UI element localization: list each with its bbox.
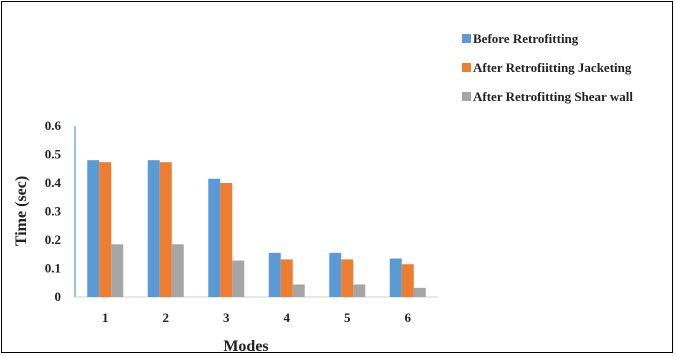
bar (147, 160, 160, 297)
bar (171, 244, 184, 297)
y-tick-label: 0 (55, 289, 62, 304)
bar (111, 244, 124, 297)
bar (341, 259, 354, 297)
x-tick-label: 6 (405, 310, 412, 325)
y-tick-label: 0.2 (45, 232, 61, 247)
legend-label: After Retrofitting Shear wall (473, 89, 633, 104)
y-axis-ticks: 0 0.1 0.2 0.3 0.4 0.5 0.6 (45, 118, 62, 304)
bar (401, 264, 414, 297)
bar (99, 162, 112, 297)
x-tick-label: 1 (102, 310, 109, 325)
y-tick-label: 0.3 (45, 204, 62, 219)
plot-area (74, 126, 438, 298)
legend-swatch (462, 63, 471, 72)
bar (329, 252, 342, 297)
bar (220, 183, 233, 297)
x-tick-label: 5 (344, 310, 351, 325)
legend: Before Retrofitting After Retrofiitting J… (462, 31, 633, 104)
legend-swatch (462, 92, 471, 101)
bar (353, 284, 366, 297)
x-tick-label: 4 (284, 310, 291, 325)
legend-swatch (462, 34, 471, 43)
bar (389, 258, 402, 297)
y-tick-label: 0.5 (45, 147, 62, 162)
bar (280, 259, 293, 297)
y-tick-label: 0.1 (45, 261, 61, 276)
x-axis-label: Modes (223, 338, 268, 355)
y-tick-label: 0.4 (45, 175, 62, 190)
x-tick-label: 3 (223, 310, 230, 325)
y-tick-label: 0.6 (45, 118, 62, 133)
bar (159, 162, 172, 297)
bar (268, 252, 281, 297)
bar (292, 284, 305, 297)
bar (208, 178, 221, 297)
bar (87, 160, 100, 297)
bar (232, 260, 245, 297)
y-axis-label: Time (sec) (13, 176, 30, 246)
legend-label: Before Retrofitting (473, 31, 579, 46)
bar (413, 287, 426, 297)
x-axis-ticks: 1 2 3 4 5 6 (102, 310, 412, 325)
legend-label: After Retrofiitting Jacketing (473, 60, 632, 75)
x-tick-label: 2 (163, 310, 170, 325)
